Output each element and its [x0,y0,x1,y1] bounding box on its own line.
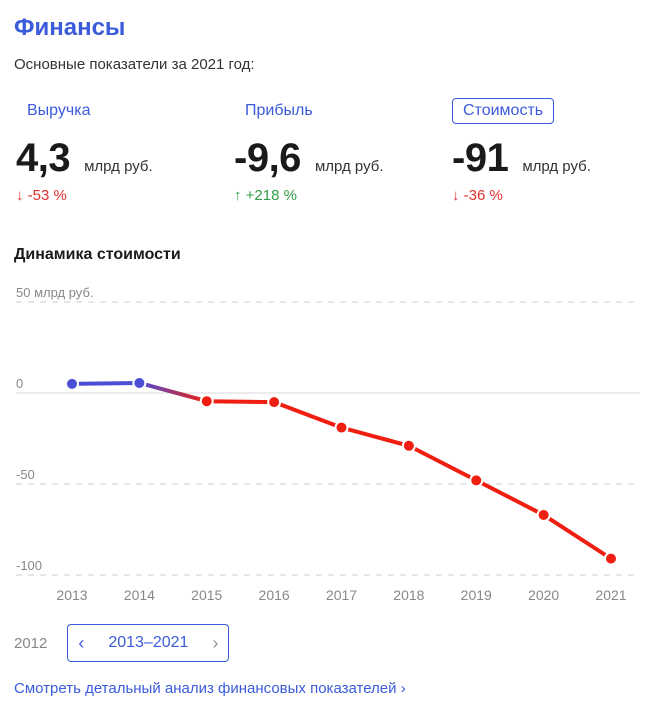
page-subtitle: Основные показатели за 2021 год: [14,56,255,73]
financial-analysis-link[interactable]: Смотреть детальный анализ финансовых пок… [14,680,406,697]
series-line-segment [137,380,209,404]
x-tick-label: 2016 [259,587,290,603]
data-point [65,376,79,391]
series-line-segment [272,400,344,430]
y-tick-label: -100 [16,558,42,573]
x-tick-label: 2014 [124,587,155,603]
data-point [469,473,484,488]
x-tick-label: 2019 [461,587,492,603]
x-tick-label: 2021 [595,587,626,603]
year-range-nav: 2012 ‹ 2013–2021 › [14,624,230,662]
tab-profit[interactable]: Прибыль [245,102,313,119]
x-tick-label: 2018 [393,587,424,603]
y-tick-label: -50 [16,467,35,482]
revenue-unit: млрд руб. [84,158,153,175]
series-line-segment [541,512,613,561]
series-line-segment [406,443,479,483]
series-line-segment [339,425,411,448]
data-point [401,438,416,453]
value-value: -91 [452,136,509,180]
metric-profit: Прибыль -9,6 млрд руб. ↑ +218 % [234,98,384,204]
data-point [267,395,282,410]
x-tick-label: 2015 [191,587,222,603]
chevron-left-icon[interactable]: ‹ [78,632,85,653]
value-dynamics-chart: 50 млрд руб. 0 -50 -100 2013 2014 2015 2016 2017… [16,285,640,603]
profit-unit: млрд руб. [314,158,384,175]
data-point [604,551,618,566]
y-tick-label: 0 [16,376,23,391]
y-tick-label: 50 млрд руб. [16,285,94,300]
chevron-right-icon[interactable]: › [212,632,219,653]
x-tick-label: 2013 [56,587,87,603]
revenue-value: 4,3 [16,136,71,180]
range-label: 2013–2021 [108,634,189,651]
data-point [132,375,147,390]
series-line-segment [70,380,142,386]
chart-title: Динамика стоимости [14,246,181,263]
page-title: Финансы [14,14,126,41]
metric-value: Стоимость -91 млрд руб. ↓ -36 % [452,98,591,204]
value-change: ↓ -36 % [452,187,503,204]
x-tick-label: 2017 [326,587,357,603]
profit-value: -9,6 [234,136,301,180]
series-line-segment [474,478,546,517]
prev-year-link[interactable]: 2012 [14,634,48,652]
revenue-change: ↓ -53 % [16,187,67,204]
range-selector: ‹ 2013–2021 › [67,624,230,662]
metric-revenue: Выручка 4,3 млрд руб. ↓ -53 % [16,98,153,204]
x-tick-label: 2020 [528,587,559,603]
tab-revenue[interactable]: Выручка [27,102,91,119]
profit-change: ↑ +218 % [234,187,297,204]
data-point [536,507,551,522]
value-unit: млрд руб. [522,158,591,175]
data-point [334,420,349,435]
tab-value[interactable]: Стоимость [452,98,555,124]
series-line-segment [204,399,277,405]
data-point [199,394,214,409]
